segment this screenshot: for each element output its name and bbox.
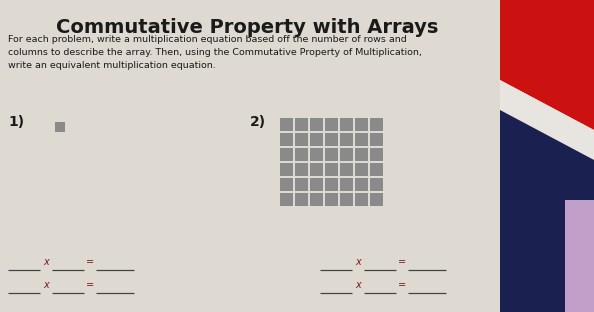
FancyBboxPatch shape <box>369 178 383 191</box>
Text: =: = <box>86 257 94 267</box>
FancyBboxPatch shape <box>324 193 337 206</box>
FancyBboxPatch shape <box>355 133 368 145</box>
FancyBboxPatch shape <box>309 133 323 145</box>
FancyBboxPatch shape <box>309 148 323 160</box>
Text: For each problem, write a multiplication equation based off the number of rows a: For each problem, write a multiplication… <box>8 35 422 71</box>
FancyBboxPatch shape <box>324 118 337 130</box>
FancyBboxPatch shape <box>369 193 383 206</box>
FancyBboxPatch shape <box>340 178 352 191</box>
Text: 2): 2) <box>250 115 266 129</box>
FancyBboxPatch shape <box>369 133 383 145</box>
FancyBboxPatch shape <box>309 193 323 206</box>
FancyBboxPatch shape <box>340 193 352 206</box>
FancyBboxPatch shape <box>295 118 308 130</box>
Polygon shape <box>500 0 594 130</box>
Polygon shape <box>500 80 594 160</box>
FancyBboxPatch shape <box>340 163 352 175</box>
Text: x: x <box>355 257 361 267</box>
FancyBboxPatch shape <box>369 163 383 175</box>
FancyBboxPatch shape <box>309 163 323 175</box>
FancyBboxPatch shape <box>355 148 368 160</box>
FancyBboxPatch shape <box>369 148 383 160</box>
FancyBboxPatch shape <box>295 178 308 191</box>
Text: =: = <box>86 280 94 290</box>
Text: x: x <box>43 280 49 290</box>
FancyBboxPatch shape <box>280 163 292 175</box>
FancyBboxPatch shape <box>295 193 308 206</box>
FancyBboxPatch shape <box>355 193 368 206</box>
FancyBboxPatch shape <box>324 148 337 160</box>
FancyBboxPatch shape <box>355 118 368 130</box>
FancyBboxPatch shape <box>340 118 352 130</box>
FancyBboxPatch shape <box>295 133 308 145</box>
Text: x: x <box>43 257 49 267</box>
FancyBboxPatch shape <box>309 178 323 191</box>
FancyBboxPatch shape <box>280 148 292 160</box>
FancyBboxPatch shape <box>295 148 308 160</box>
Text: 1): 1) <box>8 115 24 129</box>
Text: x: x <box>355 280 361 290</box>
FancyBboxPatch shape <box>280 118 292 130</box>
FancyBboxPatch shape <box>340 133 352 145</box>
FancyBboxPatch shape <box>280 178 292 191</box>
FancyBboxPatch shape <box>280 193 292 206</box>
FancyBboxPatch shape <box>355 163 368 175</box>
FancyBboxPatch shape <box>295 163 308 175</box>
Text: =: = <box>398 280 406 290</box>
Polygon shape <box>500 110 594 312</box>
FancyBboxPatch shape <box>280 133 292 145</box>
FancyBboxPatch shape <box>324 133 337 145</box>
FancyBboxPatch shape <box>369 118 383 130</box>
Text: =: = <box>398 257 406 267</box>
FancyBboxPatch shape <box>340 148 352 160</box>
FancyBboxPatch shape <box>324 178 337 191</box>
Bar <box>565 200 594 312</box>
FancyBboxPatch shape <box>355 178 368 191</box>
Text: Commutative Property with Arrays: Commutative Property with Arrays <box>56 18 438 37</box>
FancyBboxPatch shape <box>55 121 65 131</box>
FancyBboxPatch shape <box>309 118 323 130</box>
FancyBboxPatch shape <box>324 163 337 175</box>
